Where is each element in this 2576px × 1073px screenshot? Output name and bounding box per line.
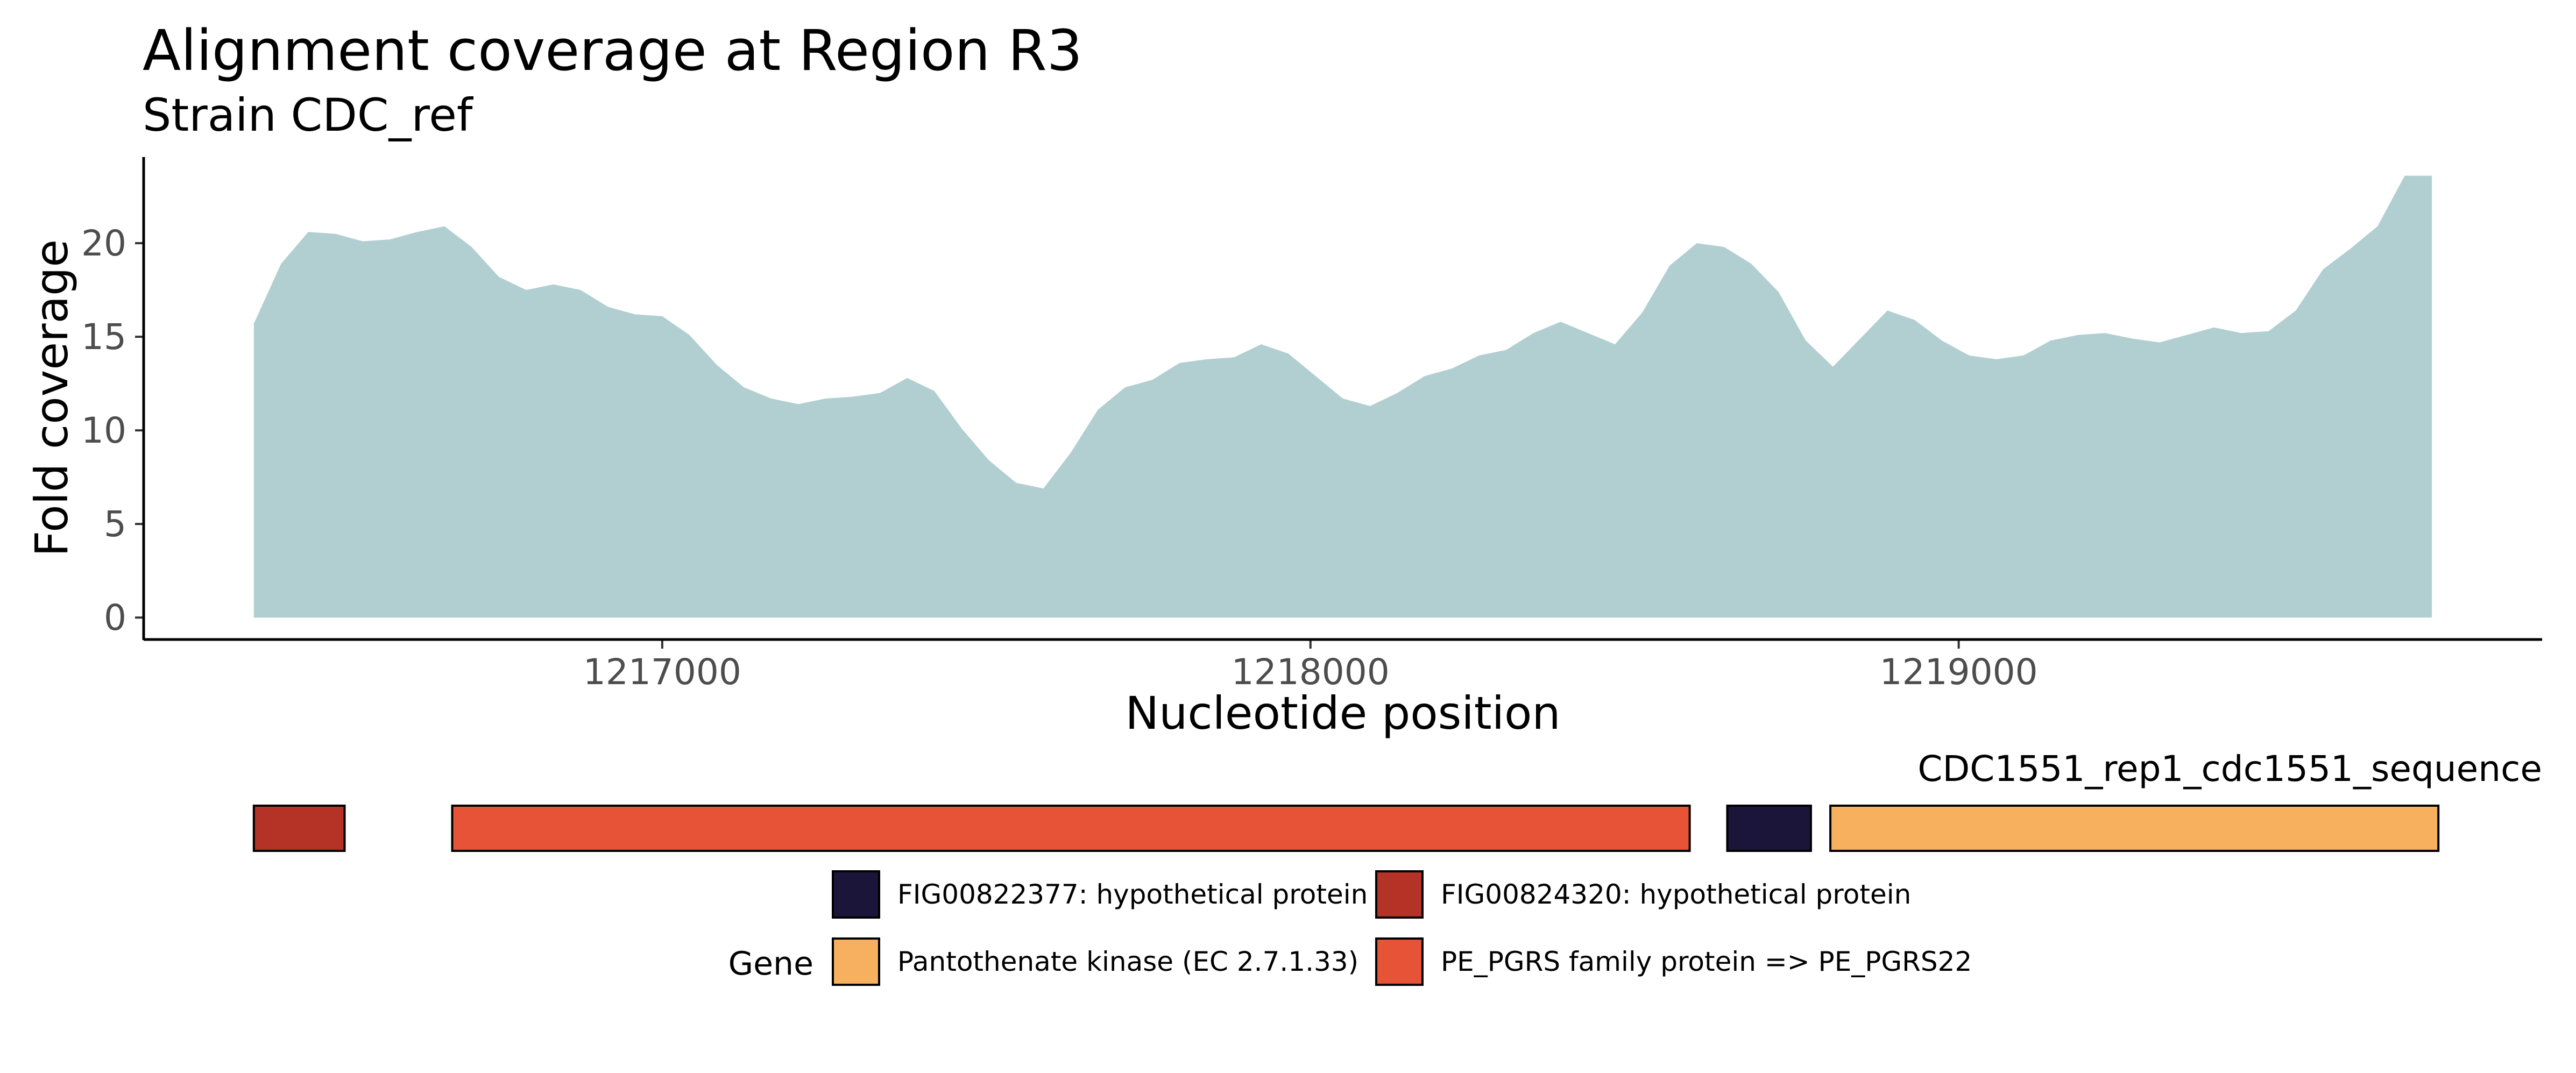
x-axis-title: Nucleotide position xyxy=(1125,687,1560,740)
gene-bars xyxy=(252,805,2440,852)
sequence-label: CDC1551_rep1_cdc1551_sequence xyxy=(1917,748,2542,790)
legend-label: Pantothenate kinase (EC 2.7.1.33) xyxy=(897,946,1358,977)
legend-swatch xyxy=(832,937,880,986)
gene-legend: Gene FIG00822377: hypothetical protein FI… xyxy=(728,870,1972,986)
gene-bar xyxy=(1829,805,2440,852)
x-axis-ticks: 1217000 1218000 1219000 xyxy=(583,640,2038,693)
x-tick-label: 1218000 xyxy=(1232,651,1390,693)
coverage-plot: 0 5 10 15 20 1217000 1218000 1219000 Nucleotid… xyxy=(25,157,2542,740)
chart-subtitle: Strain CDC_ref xyxy=(143,89,474,141)
y-tick-label: 15 xyxy=(81,316,126,358)
legend-swatch xyxy=(832,870,880,919)
legend-swatch xyxy=(1375,937,1424,986)
gene-track: CDC1551_rep1_cdc1551_sequence xyxy=(252,748,2542,852)
legend-title: Gene xyxy=(728,945,813,983)
legend-label: FIG00824320: hypothetical protein xyxy=(1441,879,1911,910)
legend-swatch xyxy=(1375,870,1424,919)
legend-label: PE_PGRS family protein => PE_PGRS22 xyxy=(1441,946,1972,977)
gene-bar xyxy=(451,805,1691,852)
y-axis-title: Fold coverage xyxy=(25,239,78,557)
x-tick-label: 1217000 xyxy=(583,651,741,693)
gene-bar xyxy=(252,805,346,852)
legend-items: FIG00822377: hypothetical protein FIG0082… xyxy=(832,870,1972,986)
y-tick-label: 10 xyxy=(81,410,126,451)
x-tick-label: 1219000 xyxy=(1880,651,2038,693)
y-tick-label: 0 xyxy=(104,597,126,638)
gene-bar xyxy=(1726,805,1812,852)
chart-title: Alignment coverage at Region R3 xyxy=(143,18,1082,83)
coverage-area xyxy=(253,175,2432,618)
y-tick-label: 20 xyxy=(81,223,126,264)
y-tick-label: 5 xyxy=(104,503,126,545)
y-axis-ticks: 0 5 10 15 20 xyxy=(81,223,144,638)
legend-label: FIG00822377: hypothetical protein xyxy=(897,879,1368,910)
